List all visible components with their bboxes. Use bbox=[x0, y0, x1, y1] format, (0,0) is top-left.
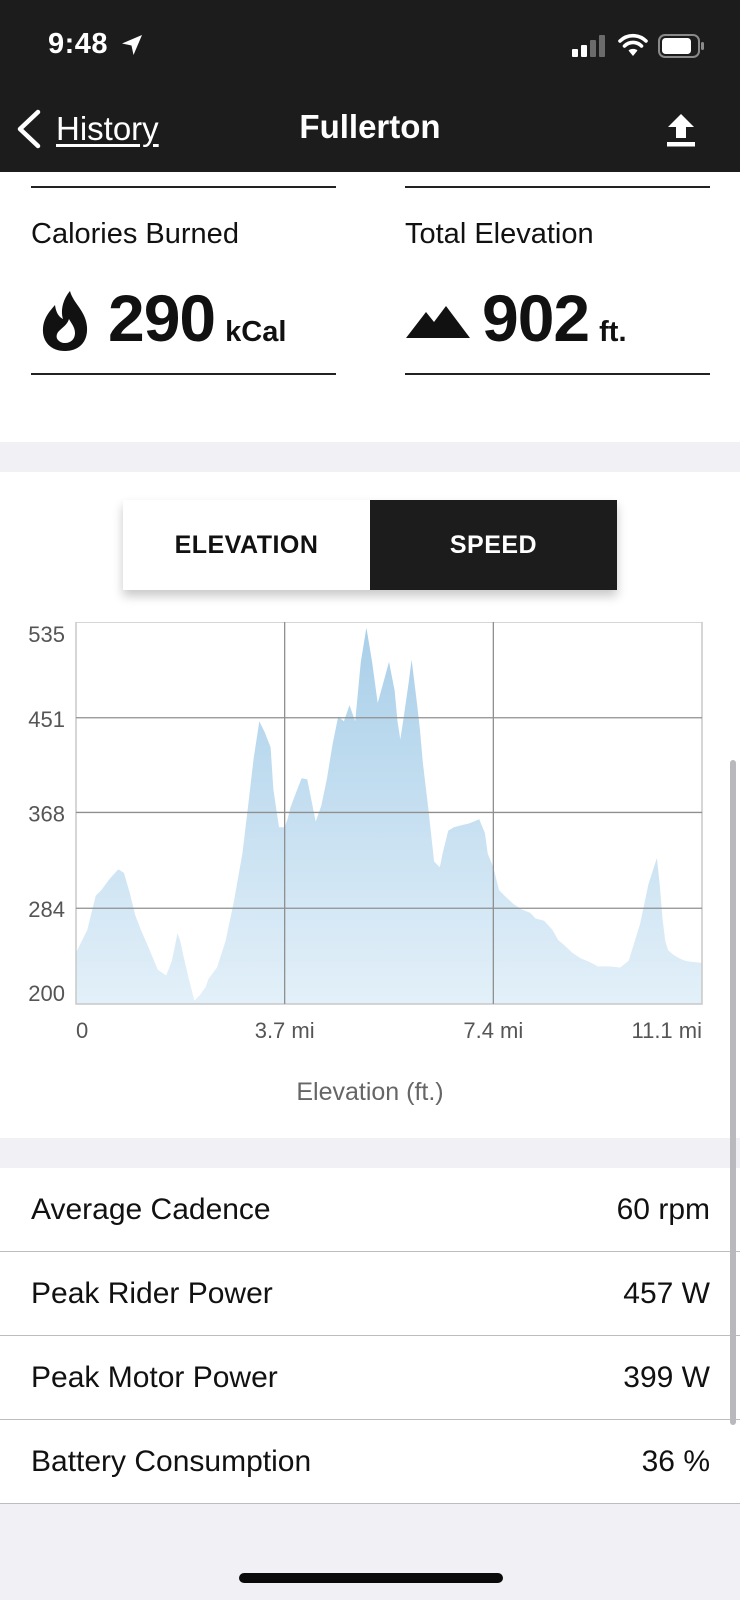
share-upload-icon[interactable] bbox=[666, 112, 696, 148]
metric-value: 399 W bbox=[623, 1360, 710, 1394]
x-tick-label: 7.4 mi bbox=[463, 1018, 523, 1043]
home-indicator[interactable] bbox=[239, 1573, 503, 1583]
flame-icon bbox=[42, 291, 88, 351]
elevation-value: 902 ft. bbox=[482, 280, 627, 356]
cellular-signal-icon bbox=[572, 35, 605, 57]
chart-x-label: Elevation (ft.) bbox=[296, 1078, 444, 1106]
metric-label: Average Cadence bbox=[31, 1192, 271, 1226]
calories-label: Calories Burned bbox=[31, 218, 239, 250]
back-button-label: History bbox=[56, 110, 159, 147]
metric-value: 60 rpm bbox=[616, 1192, 710, 1226]
calories-value: 290 kCal bbox=[108, 280, 286, 356]
metric-value: 457 W bbox=[623, 1276, 710, 1310]
metric-label: Peak Rider Power bbox=[31, 1276, 273, 1310]
elevation-tab[interactable]: ELEVATION bbox=[123, 500, 370, 590]
metric-label: Battery Consumption bbox=[31, 1444, 312, 1478]
wifi-icon bbox=[618, 33, 648, 56]
back-button[interactable]: History bbox=[14, 104, 159, 154]
stats-panel: Calories Burned 290 kCal Total Elevation… bbox=[0, 172, 740, 442]
y-tick-label: 368 bbox=[28, 801, 65, 826]
metric-row: Peak Motor Power 399 W bbox=[0, 1336, 740, 1420]
metric-row: Peak Rider Power 457 W bbox=[0, 1252, 740, 1336]
metric-label: Peak Motor Power bbox=[31, 1360, 278, 1394]
y-tick-label: 451 bbox=[28, 707, 65, 732]
metric-row: Battery Consumption 36 % bbox=[0, 1420, 740, 1504]
elevation-label: Total Elevation bbox=[405, 218, 594, 250]
metric-row: Average Cadence 60 rpm bbox=[0, 1168, 740, 1252]
x-tick-label: 11.1 mi bbox=[631, 1018, 702, 1043]
scrollbar[interactable] bbox=[730, 760, 736, 1425]
y-tick-label: 200 bbox=[28, 981, 65, 1006]
mountain-icon bbox=[406, 306, 470, 338]
elevation-number: 902 bbox=[482, 281, 590, 355]
y-tick-label: 284 bbox=[28, 897, 65, 922]
page-title: Fullerton bbox=[299, 108, 441, 145]
metrics-list: Average Cadence 60 rpm Peak Rider Power 457… bbox=[0, 1168, 740, 1504]
battery-icon bbox=[658, 34, 704, 58]
calories-unit: kCal bbox=[225, 316, 287, 348]
chart-panel: ELEVATION SPEED 535 451 368 284 200 0 3.7 mi 7.… bbox=[0, 472, 740, 1138]
y-tick-label: 535 bbox=[28, 622, 65, 647]
divider bbox=[31, 186, 336, 188]
x-tick-label: 3.7 mi bbox=[255, 1018, 315, 1043]
location-arrow-icon bbox=[122, 35, 142, 55]
divider bbox=[405, 373, 710, 375]
top-bar: 9:48 History Fullerton bbox=[0, 0, 740, 172]
calories-number: 290 bbox=[108, 281, 216, 355]
speed-tab[interactable]: SPEED bbox=[370, 500, 617, 590]
elevation-unit: ft. bbox=[599, 316, 627, 348]
status-time: 9:48 bbox=[48, 28, 109, 60]
x-tick-label: 0 bbox=[76, 1018, 88, 1043]
elevation-area bbox=[76, 627, 702, 1004]
chart-toggle: ELEVATION SPEED bbox=[123, 500, 617, 590]
divider bbox=[405, 186, 710, 188]
divider bbox=[31, 373, 336, 375]
chevron-left-icon bbox=[17, 109, 41, 149]
elevation-chart: 535 451 368 284 200 0 3.7 mi 7.4 mi 11.1 mi bbox=[28, 622, 703, 1043]
metric-value: 36 % bbox=[641, 1444, 710, 1478]
